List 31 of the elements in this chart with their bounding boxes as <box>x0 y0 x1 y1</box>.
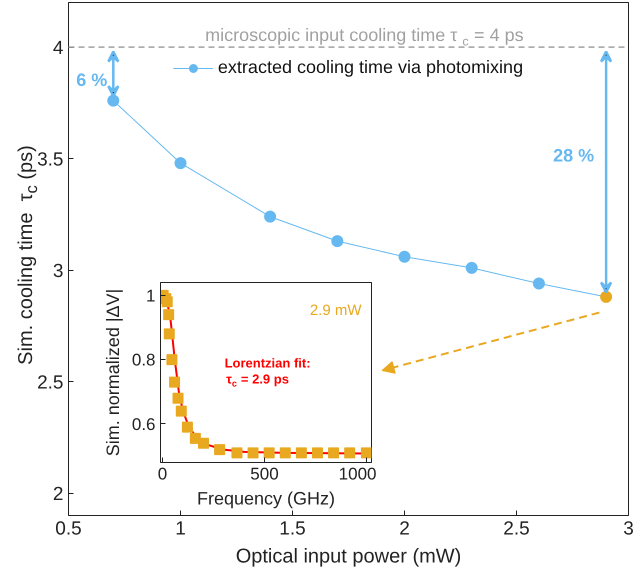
x-tick-label: 500 <box>250 464 279 484</box>
point <box>174 157 186 170</box>
x-tick-label: 1.5 <box>279 518 306 540</box>
y-axis-title: Sim. normalized |ΔV| <box>102 288 123 456</box>
x-tick-label: 3 <box>623 518 634 540</box>
y-tick-label: 0.6 <box>132 414 156 434</box>
legend-label: extracted cooling time via photomixing <box>218 57 524 78</box>
point <box>107 94 120 107</box>
x-tick-label: 0.5 <box>55 518 82 540</box>
y-tick-label: 4 <box>52 38 64 60</box>
annotation: 6 % <box>76 70 108 90</box>
x-tick-label: 1 <box>175 518 186 540</box>
x-tick-label: 2.5 <box>503 518 530 540</box>
y-tick-label: 0.8 <box>132 350 156 370</box>
x-axis-title: Frequency (GHz) <box>196 488 336 508</box>
y-tick-label: 2 <box>52 484 64 506</box>
y-tick-label: 3 <box>52 261 64 282</box>
annotation: 28 % <box>553 146 594 166</box>
point <box>600 290 612 303</box>
x-axis-title: Optical input power (mW) <box>236 546 462 568</box>
point <box>398 250 410 263</box>
x-tick-label: 0 <box>158 464 168 484</box>
point <box>466 262 478 274</box>
x-tick-label: 2 <box>399 518 410 540</box>
y-tick-label: 1 <box>146 286 156 306</box>
point <box>532 278 545 290</box>
point <box>264 210 276 223</box>
annotation: 2.9 mW <box>310 302 362 319</box>
x-tick-label: 1000 <box>338 464 377 484</box>
y-tick-label: 2.5 <box>37 372 64 394</box>
point <box>331 235 344 248</box>
